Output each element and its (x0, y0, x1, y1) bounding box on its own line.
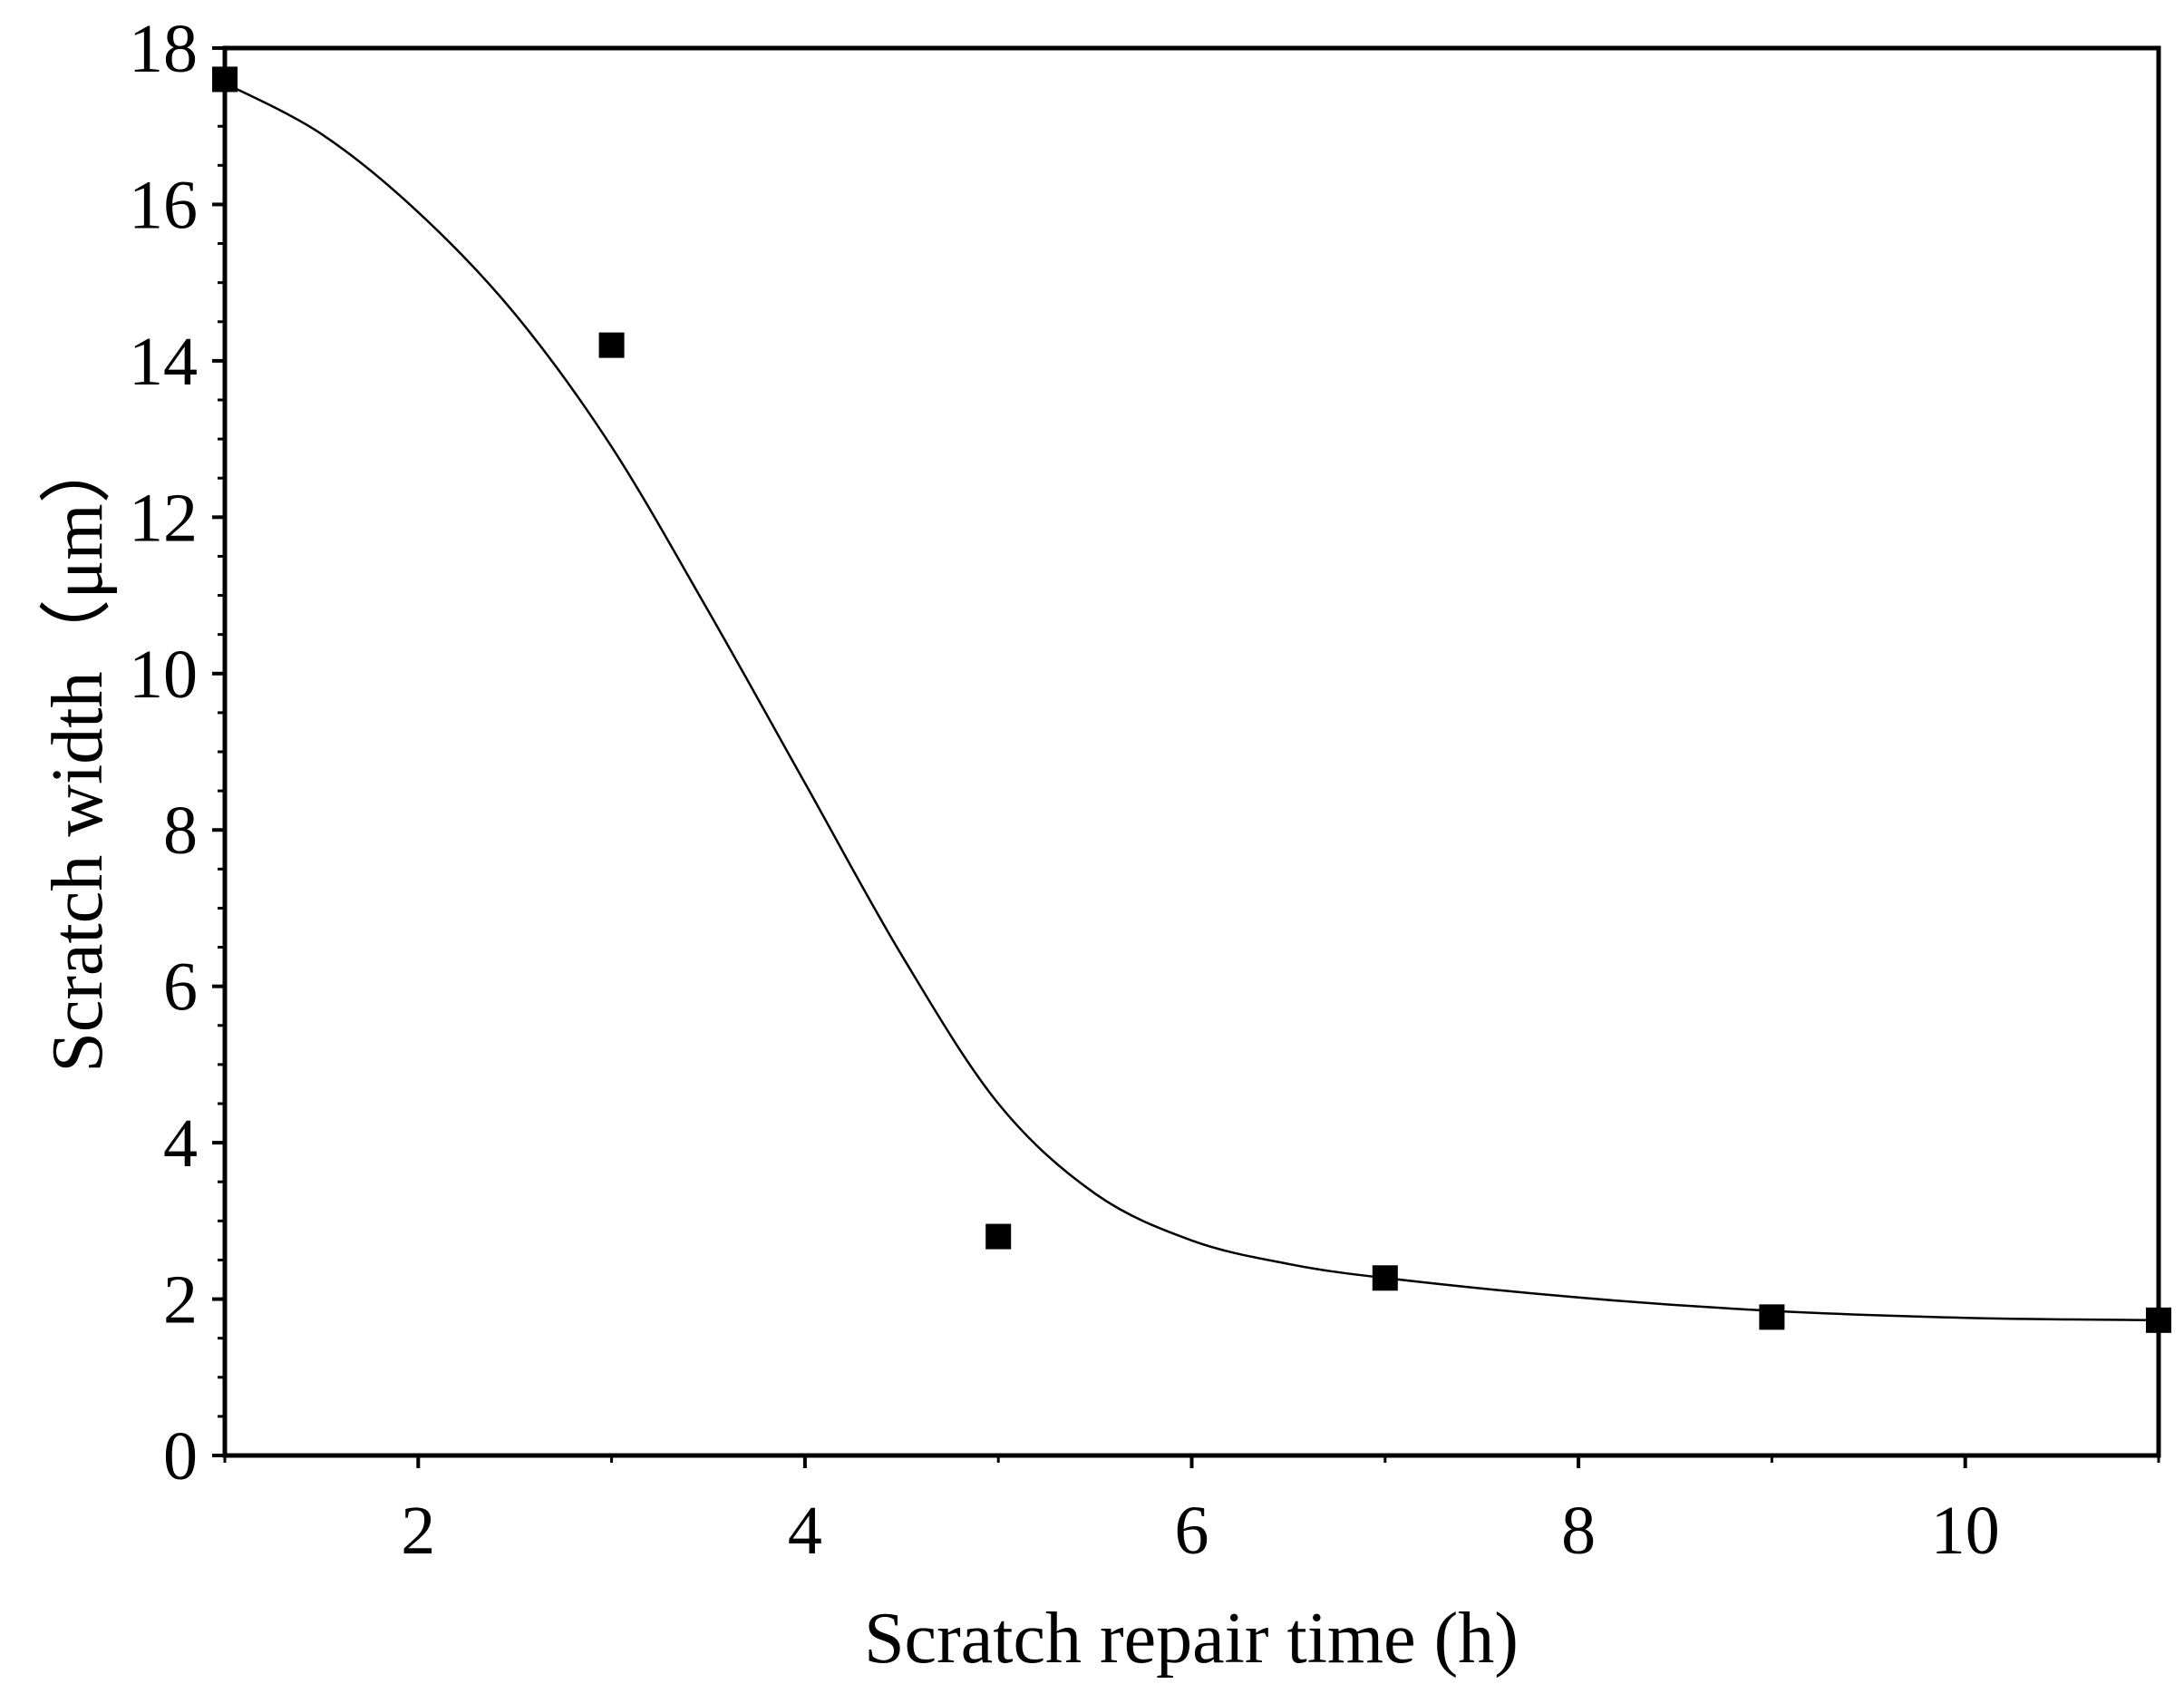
x-tick-label: 4 (788, 1493, 822, 1569)
y-tick-label: 16 (129, 167, 198, 243)
y-tick-label: 8 (163, 793, 198, 869)
x-tick-label: 10 (1931, 1493, 2000, 1569)
y-tick-label: 18 (129, 11, 198, 87)
data-point (1372, 1265, 1398, 1291)
x-tick-label: 6 (1175, 1493, 1209, 1569)
y-axis-ticks: 0 2 4 6 8 10 12 14 16 18 (129, 11, 225, 1494)
data-point (1759, 1304, 1785, 1330)
x-axis-title: Scratch repair time (h) (864, 1599, 1519, 1679)
y-tick-label: 10 (129, 637, 198, 713)
y-tick-label: 14 (129, 324, 198, 400)
y-tick-label: 0 (163, 1418, 198, 1494)
y-tick-label: 2 (163, 1262, 198, 1338)
fit-curve (224, 82, 2160, 1322)
y-axis-title: Scratch width（μm） (38, 431, 118, 1072)
data-point (598, 332, 625, 358)
plot-frame (222, 45, 2161, 1458)
y-tick-label: 6 (163, 949, 198, 1026)
x-axis-ticks: 2 4 6 8 10 (223, 1455, 2160, 1569)
y-tick-label: 12 (129, 480, 198, 556)
data-point (212, 66, 238, 92)
data-point (985, 1223, 1012, 1250)
x-tick-label: 2 (401, 1493, 435, 1569)
data-point (2146, 1307, 2171, 1333)
x-tick-label: 8 (1561, 1493, 1596, 1569)
y-tick-label: 4 (163, 1105, 198, 1182)
data-markers (212, 66, 2171, 1333)
